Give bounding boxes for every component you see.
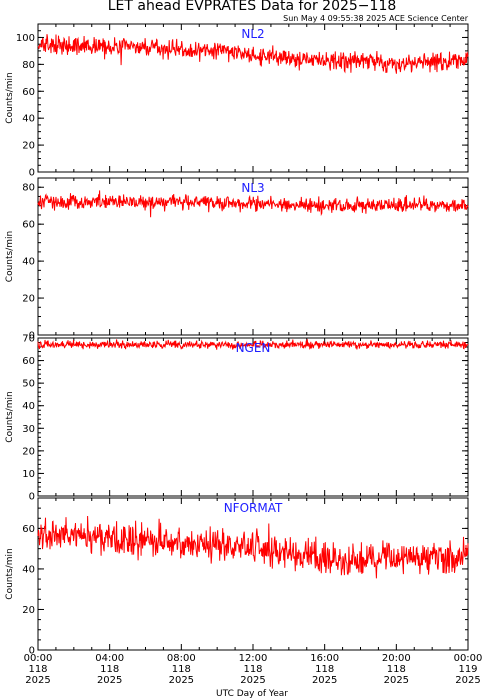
x-tick-label: 04:00 [95,653,124,664]
x-tick-label: 2025 [97,675,122,686]
series-label: NL3 [241,181,264,195]
y-tick-label: 60 [22,87,35,98]
series-line-nl3 [37,190,469,218]
x-tick-label: 16:00 [310,653,339,664]
series-label: NFORMAT [224,501,283,515]
panel-nl2: 0 20 40 60 80 100 Counts/min NL2 [5,23,469,179]
y-tick-label: 60 [22,220,35,231]
x-tick-label: 12:00 [239,653,268,664]
panels: 020406080100Counts/minNL2020406080Counts… [5,23,469,657]
y-tick-label: 20 [22,141,35,152]
y-tick-label: 0 [29,168,35,179]
y-tick-label: 80 [22,183,35,194]
series-label: NL2 [241,27,264,41]
panel-nl3: 0 20 40 60 80 Counts/min NL3 [5,177,469,342]
x-tick-label: 2025 [384,675,409,686]
y-axis-label: Counts/min [5,72,15,123]
x-tick-label: 2025 [312,675,337,686]
y-tick-label: 30 [22,424,35,435]
y-tick-label: 60 [22,356,35,367]
x-tick-label: 2025 [240,675,265,686]
x-tick-label: 118 [387,664,406,675]
y-tick-label: 50 [22,379,35,390]
x-tick-label: 118 [243,664,262,675]
x-tick-label: 118 [172,664,191,675]
panel-nformat: 0 20 40 60 Counts/min NFORMAT [5,497,469,657]
series-line-nl2 [37,34,469,74]
x-tick-label: 118 [28,664,47,675]
y-tick-label: 80 [22,60,35,71]
x-axis-label: UTC Day of Year [216,689,288,699]
x-tick-label: 2025 [455,675,480,686]
y-tick-label: 60 [22,524,35,535]
y-axis-label: Counts/min [5,231,15,282]
y-tick-label: 20 [22,605,35,616]
series-line-nformat [37,515,469,579]
y-tick-label: 70 [22,334,35,345]
y-tick-label: 40 [22,257,35,268]
plot-frame [37,337,469,497]
timestamp-stamp: Sun May 4 09:55:38 2025 ACE Science Cent… [283,14,469,23]
y-tick-label: 10 [22,469,35,480]
y-tick-label: 100 [16,33,35,44]
x-tick-label: 119 [458,664,477,675]
x-tick-label: 00:00 [454,653,482,664]
y-tick-label: 0 [29,331,35,342]
panel-ngen: 0 10 20 30 40 50 60 70 Counts/min NGEN [5,334,469,503]
y-tick-label: 40 [22,401,35,412]
y-tick-label: 40 [22,564,35,575]
y-tick-label: 20 [22,446,35,457]
y-axis-label: Counts/min [5,391,15,442]
x-tick-label: 00:00 [24,653,53,664]
x-axis: 00:00118202504:00118202508:00118202512:0… [24,653,482,686]
series-line-ngen [37,339,469,350]
y-tick-label: 0 [29,492,35,503]
chart-title: LET ahead EVPRATES Data for 2025−118 [108,0,397,14]
y-tick-label: 20 [22,294,35,305]
x-tick-label: 118 [100,664,119,675]
x-tick-label: 20:00 [382,653,411,664]
y-tick-label: 40 [22,114,35,125]
x-tick-label: 08:00 [167,653,196,664]
x-tick-label: 2025 [25,675,50,686]
x-tick-label: 118 [315,664,334,675]
y-tick-label: 0 [29,646,35,657]
series-label: NGEN [236,341,271,355]
x-tick-label: 2025 [169,675,194,686]
y-axis-label: Counts/min [5,548,15,599]
